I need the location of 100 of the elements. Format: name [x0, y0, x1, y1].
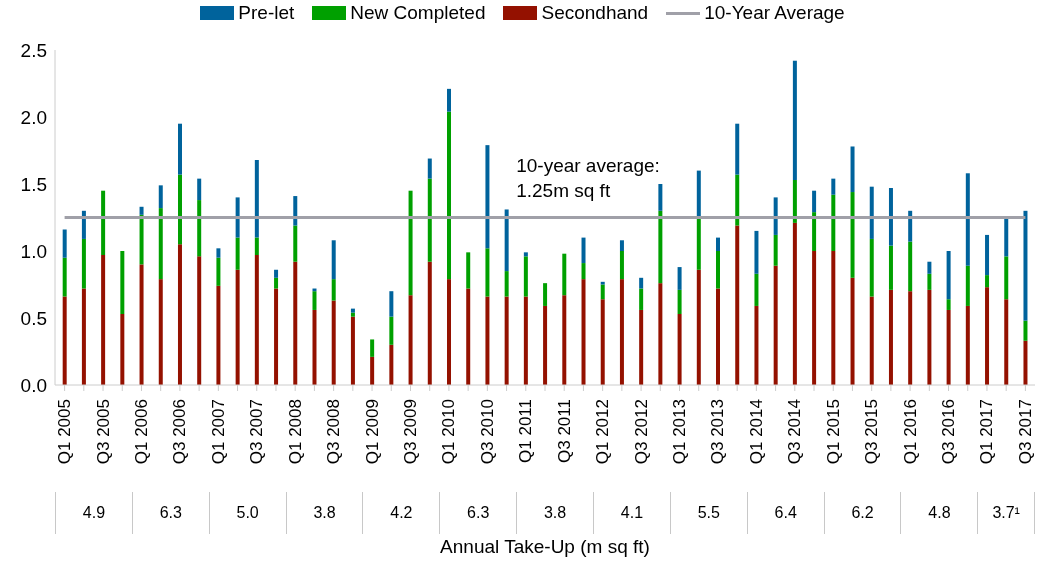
- bar: [427, 158, 432, 179]
- bar: [600, 299, 605, 385]
- bar: [927, 289, 932, 385]
- bar: [139, 206, 144, 215]
- x-tick-label: Q1 2005: [55, 399, 75, 465]
- bar: [543, 283, 548, 306]
- text: 5.5: [669, 492, 747, 534]
- bar: [101, 255, 106, 385]
- text: 4.2: [362, 492, 440, 534]
- x-tick-label: Q1 2008: [285, 399, 305, 465]
- bar: [985, 275, 990, 288]
- bar: [370, 356, 375, 385]
- bar: [562, 253, 567, 296]
- y-tick-label: 2.0: [20, 106, 47, 128]
- bar: [927, 261, 932, 274]
- bar: [562, 295, 567, 385]
- text: 6.3: [131, 492, 209, 534]
- bar: [81, 238, 86, 289]
- bar: [639, 288, 644, 310]
- bar: [792, 60, 797, 180]
- x-tick-label: Q3 2016: [939, 399, 959, 465]
- bar: [197, 200, 202, 257]
- bar: [946, 299, 951, 310]
- bar: [158, 279, 163, 385]
- bar: [696, 218, 701, 270]
- x-tick-label: Q1 2017: [977, 399, 997, 465]
- x-axis-title: Annual Take-Up (m sq ft): [439, 536, 651, 558]
- x-tick-label: Q1 2014: [746, 399, 766, 465]
- bar: [158, 185, 163, 209]
- bar: [639, 277, 644, 289]
- bar: [773, 265, 778, 385]
- bar: [696, 170, 701, 219]
- bar: [312, 309, 317, 385]
- bar: [985, 287, 990, 385]
- y-tick-label: 0.0: [20, 374, 47, 396]
- bar: [293, 225, 298, 262]
- text: 4.9: [55, 492, 132, 534]
- bar: [600, 284, 605, 300]
- text: 6.3: [439, 492, 517, 534]
- text: 3.8: [516, 492, 594, 534]
- bar: [485, 296, 490, 385]
- bar: [658, 283, 663, 385]
- text: 3.7¹: [977, 492, 1035, 534]
- bar: [1004, 218, 1009, 257]
- bar: [888, 188, 893, 246]
- bar: [754, 273, 759, 306]
- x-tick-label: Q1 2006: [131, 399, 151, 465]
- bar: [523, 252, 528, 257]
- x-tick-label: Q1 2009: [362, 399, 382, 465]
- bar: [850, 277, 855, 385]
- bar: [773, 234, 778, 266]
- x-tick-label: Q1 2015: [823, 399, 843, 465]
- x-tick-label: Q1 2011: [516, 399, 536, 463]
- x-tick-label: Q1 2010: [439, 399, 459, 465]
- bar: [812, 212, 817, 251]
- bar: [888, 289, 893, 385]
- bar: [274, 269, 279, 278]
- bar: [792, 222, 797, 385]
- bar: [754, 230, 759, 274]
- x-tick-label: Q3 2005: [93, 399, 113, 465]
- bar: [254, 159, 259, 238]
- bar: [831, 178, 836, 195]
- text: 5.0: [208, 492, 286, 534]
- bar: [965, 265, 970, 306]
- bar: [120, 251, 125, 314]
- x-tick-label: Q3 2007: [247, 399, 267, 465]
- bar: [485, 145, 490, 249]
- bar: [812, 251, 817, 385]
- bar: [350, 308, 355, 313]
- bar: [62, 229, 67, 258]
- bar: [331, 240, 336, 280]
- x-tick-label: Q3 2013: [708, 399, 728, 465]
- x-tick-label: Q3 2008: [324, 399, 344, 465]
- bar: [1023, 340, 1028, 385]
- bar: [716, 251, 721, 289]
- bar: [677, 267, 682, 290]
- bar: [754, 305, 759, 385]
- bar: [447, 279, 451, 385]
- bar: [965, 173, 970, 266]
- bar: [677, 313, 682, 385]
- bar: [331, 279, 336, 301]
- legend-label: 10-Year Average: [704, 2, 845, 24]
- annotation: 10-year average: 1.25m sq ft: [516, 154, 660, 201]
- bar: [869, 186, 874, 239]
- bar: [658, 184, 663, 211]
- bar: [581, 237, 586, 264]
- bar: [543, 305, 548, 385]
- x-tick-label: Q3 2010: [477, 399, 497, 465]
- bar: [274, 277, 279, 289]
- bar: [389, 316, 394, 345]
- bar: [696, 269, 701, 385]
- bar: [735, 225, 740, 385]
- bar: [427, 178, 432, 262]
- bar: [1004, 299, 1009, 385]
- bar: [331, 300, 336, 385]
- bar: [908, 241, 913, 292]
- bar: [216, 248, 221, 258]
- bar: [504, 209, 509, 272]
- bar: [293, 261, 298, 385]
- text: 4.8: [900, 492, 978, 534]
